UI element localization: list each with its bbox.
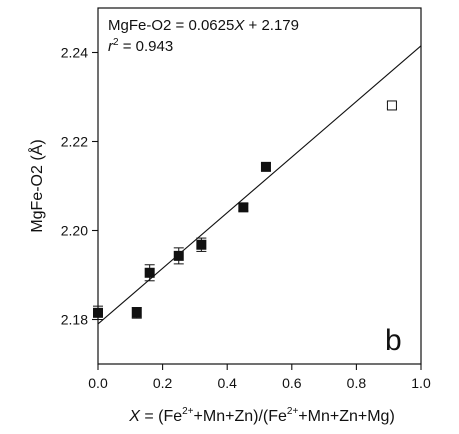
fit-equation: MgFe-O2 = 0.0625X + 2.179 xyxy=(108,17,299,34)
x-axis-label-var: X xyxy=(128,408,141,425)
x-tick-label: 0.6 xyxy=(282,375,302,391)
x-tick-label: 0.4 xyxy=(217,375,237,391)
x-tick-label: 0.8 xyxy=(347,375,367,391)
fit-equation-var: X xyxy=(233,17,245,34)
r-squared: r2 = 0.943 xyxy=(108,37,173,55)
x-tick-label: 0.0 xyxy=(88,375,108,391)
data-points-group xyxy=(93,100,397,320)
y-tick-label: 2.18 xyxy=(61,312,88,328)
data-point xyxy=(238,202,249,213)
point-marker-filled xyxy=(260,161,271,172)
data-point xyxy=(131,306,142,319)
x-axis-label-sup2: 2+ xyxy=(287,406,299,417)
data-point xyxy=(196,237,207,252)
x-axis-label-sup1: 2+ xyxy=(182,406,194,417)
plot-frame xyxy=(97,7,422,365)
y-tick-label: 2.24 xyxy=(61,45,88,61)
data-point xyxy=(93,305,103,320)
point-marker-filled xyxy=(173,250,184,261)
point-marker-filled xyxy=(131,307,142,318)
panel-label: b xyxy=(385,324,402,357)
x-axis-label: X = (Fe2++Mn+Zn)/(Fe2++Mn+Zn+Mg) xyxy=(128,406,395,425)
y-axis-label: MgFe-O2 (Å) xyxy=(27,139,46,232)
x-axis-label-part1: = (Fe xyxy=(140,408,182,425)
data-point xyxy=(144,264,155,282)
data-point xyxy=(386,100,397,111)
data-point xyxy=(260,161,271,172)
x-tick-label: 0.2 xyxy=(153,375,173,391)
y-tick-label: 2.22 xyxy=(61,134,88,150)
y-tick-label: 2.20 xyxy=(61,223,88,239)
point-marker-filled xyxy=(144,267,155,278)
data-point xyxy=(173,247,184,265)
r-squared-value: = 0.943 xyxy=(119,38,174,55)
x-axis-ticks: 0.0 0.2 0.4 0.6 0.8 1.0 xyxy=(88,364,431,391)
point-marker-open xyxy=(386,100,397,111)
point-marker-filled xyxy=(238,202,249,213)
x-tick-label: 1.0 xyxy=(411,375,431,391)
x-axis-label-part2: +Mn+Zn)/(Fe xyxy=(194,408,287,425)
fit-equation-suffix: + 2.179 xyxy=(244,17,299,34)
r-squared-sup: 2 xyxy=(113,37,119,48)
point-marker-filled xyxy=(196,239,207,250)
x-axis-label-part3: +Mn+Zn+Mg) xyxy=(298,408,394,425)
fit-equation-prefix: MgFe-O2 = 0.0625 xyxy=(108,17,234,34)
r-squared-var: r xyxy=(108,38,114,55)
point-marker-filled xyxy=(93,307,103,318)
y-axis-ticks: 2.18 2.20 2.22 2.24 xyxy=(61,45,98,328)
